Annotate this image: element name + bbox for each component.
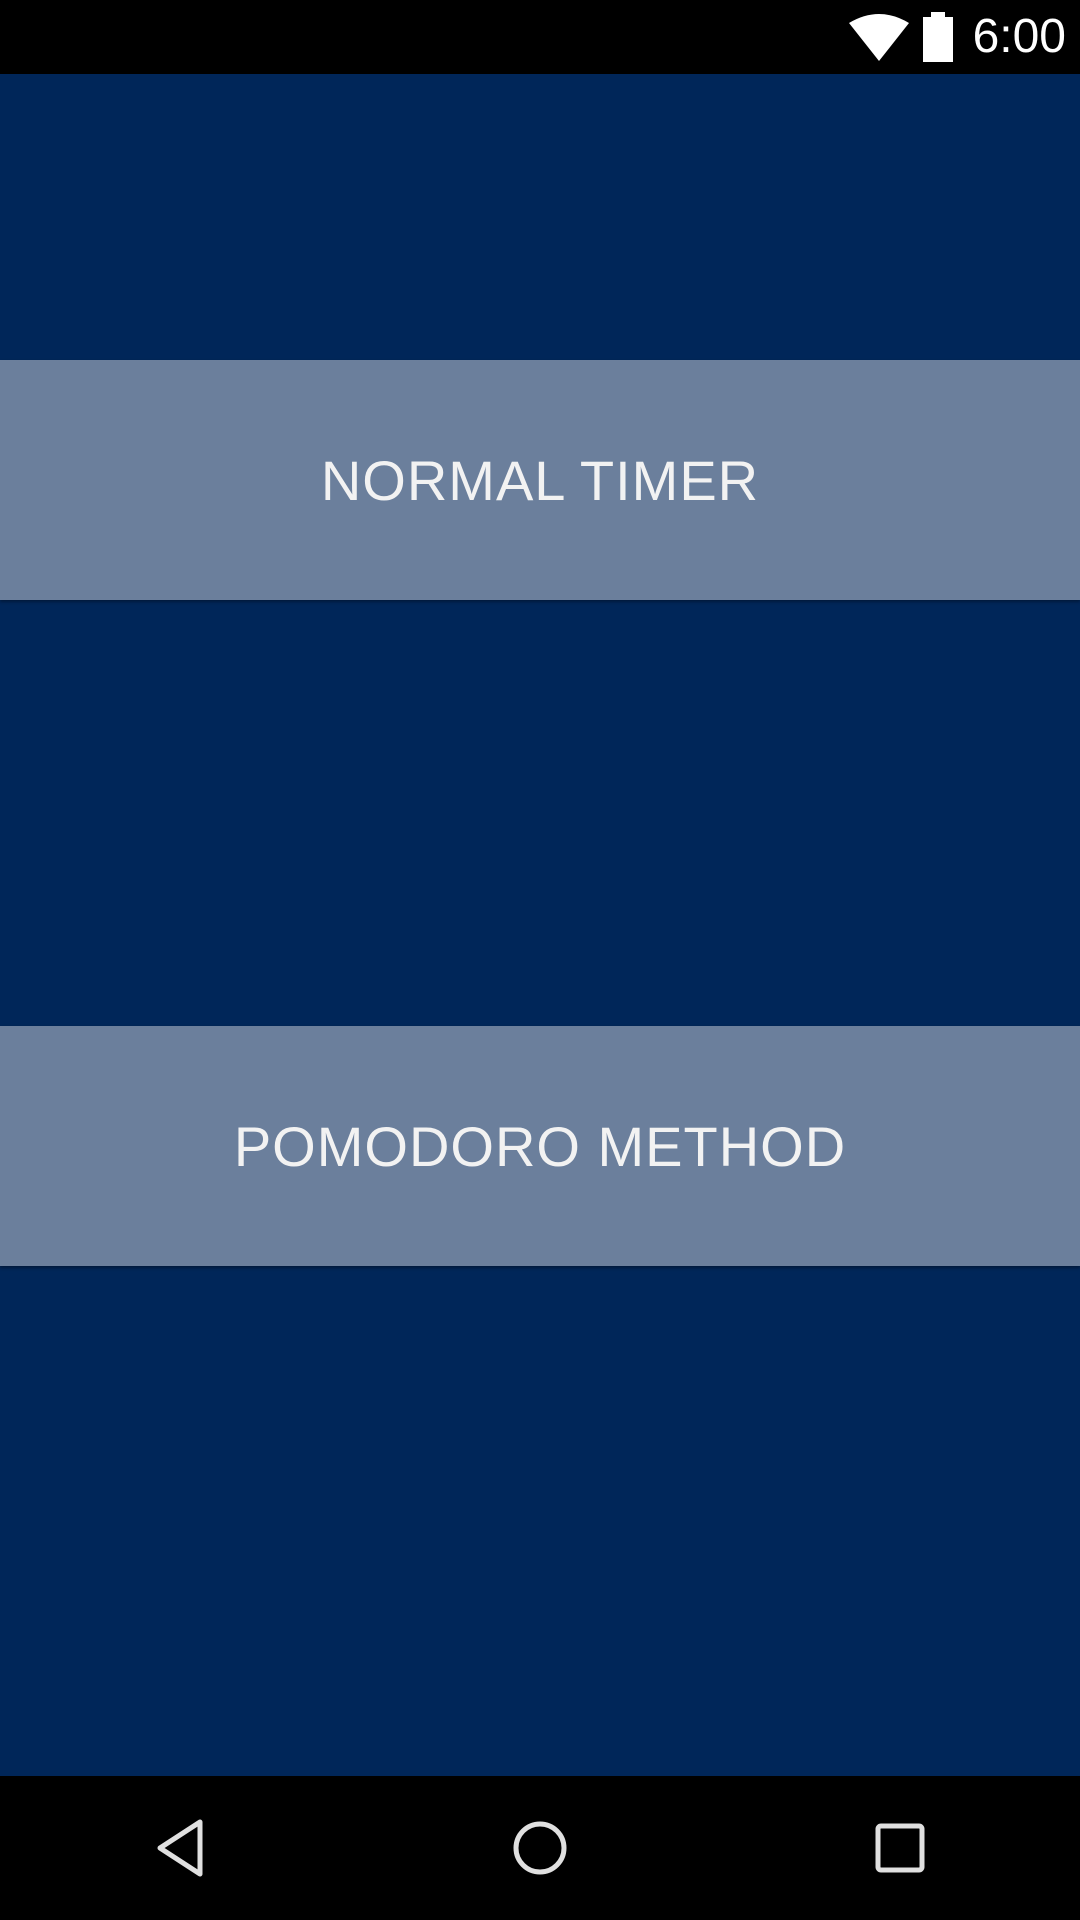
navigation-bar [0, 1776, 1080, 1920]
normal-timer-button[interactable]: NORMAL TIMER [0, 360, 1080, 600]
normal-timer-label: NORMAL TIMER [320, 448, 760, 512]
home-button[interactable] [470, 1776, 610, 1920]
recents-icon [875, 1823, 925, 1873]
battery-icon [922, 12, 953, 62]
pomodoro-method-button[interactable]: POMODORO METHOD [0, 1026, 1080, 1266]
main-content: NORMAL TIMER POMODORO METHOD [0, 74, 1080, 1776]
pomodoro-method-label: POMODORO METHOD [233, 1114, 847, 1178]
back-icon [157, 1819, 203, 1877]
wifi-icon [848, 14, 909, 61]
recents-button[interactable] [830, 1776, 970, 1920]
home-icon [513, 1821, 567, 1875]
status-bar: 6:00 [0, 0, 1080, 74]
status-time: 6:00 [972, 10, 1066, 63]
status-icons: 6:00 [848, 0, 1066, 74]
back-button[interactable] [110, 1776, 250, 1920]
